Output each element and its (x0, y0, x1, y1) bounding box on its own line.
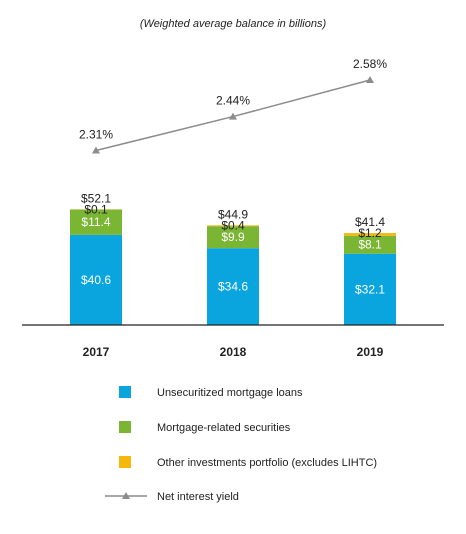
yield-marker-2018 (229, 112, 237, 120)
bar-label-2017-other: $0.1 (84, 202, 108, 216)
bar-segment-2018-2 (207, 225, 259, 227)
bar-total-2019: $41.4 (355, 215, 385, 229)
legend-label-1: Mortgage-related securities (157, 422, 291, 434)
yield-label-2017: 2.31% (79, 128, 113, 142)
bar-segment-2019-2 (344, 233, 396, 236)
bar-segment-2018-1 (207, 226, 259, 249)
bar-label-2017-0: $40.6 (81, 273, 111, 287)
bar-label-2019-0: $32.1 (355, 282, 385, 296)
legend-line-marker (122, 492, 130, 499)
bar-label-2017-1: $11.4 (81, 215, 110, 229)
bar-label-2018-other: $0.4 (221, 218, 245, 232)
legend-label-net-interest-yield: Net interest yield (157, 491, 239, 503)
bar-segment-2018-0 (207, 248, 259, 325)
chart-subtitle: (Weighted average balance in billions) (140, 18, 327, 30)
x-tick-2019: 2019 (357, 345, 384, 359)
yield-label-2018: 2.44% (216, 94, 250, 108)
net-interest-yield-line-layer: 2.31% 2.44% 2.58% (79, 57, 387, 154)
bar-label-2019-other: $1.2 (358, 226, 382, 240)
bar-label-2019-1: $8.1 (358, 238, 382, 252)
bar-segment-2017-0 (70, 234, 122, 325)
legend-label-2: Other investments portfolio (excludes LI… (157, 457, 377, 469)
legend-swatch-2 (119, 456, 131, 468)
bar-segment-2017-1 (70, 209, 122, 235)
yield-label-2019: 2.58% (353, 57, 387, 71)
bar-layer: $40.6 $11.4$0.1$52.1 $34.6 $9.9$0.4$44.9 $32… (70, 191, 396, 325)
legend-swatch-0 (119, 386, 131, 398)
bar-total-2017: $52.1 (81, 191, 111, 205)
legend-label-0: Unsecuritized mortgage loans (157, 387, 303, 399)
legend-swatch-1 (119, 421, 131, 433)
x-tick-2018: 2018 (220, 345, 247, 359)
yield-marker-2019 (366, 76, 374, 84)
bar-segment-2019-1 (344, 235, 396, 254)
yield-marker-2017 (92, 146, 100, 154)
bar-label-2018-1: $9.9 (221, 230, 245, 244)
bar-label-2018-0: $34.6 (218, 280, 248, 294)
bar-segment-2019-0 (344, 253, 396, 325)
legend: Unsecuritized mortgage loans Mortgage-rel… (105, 386, 377, 503)
bar-total-2018: $44.9 (218, 207, 248, 221)
x-tick-2017: 2017 (83, 345, 110, 359)
x-tick-labels: 2017 2018 2019 (83, 345, 384, 359)
